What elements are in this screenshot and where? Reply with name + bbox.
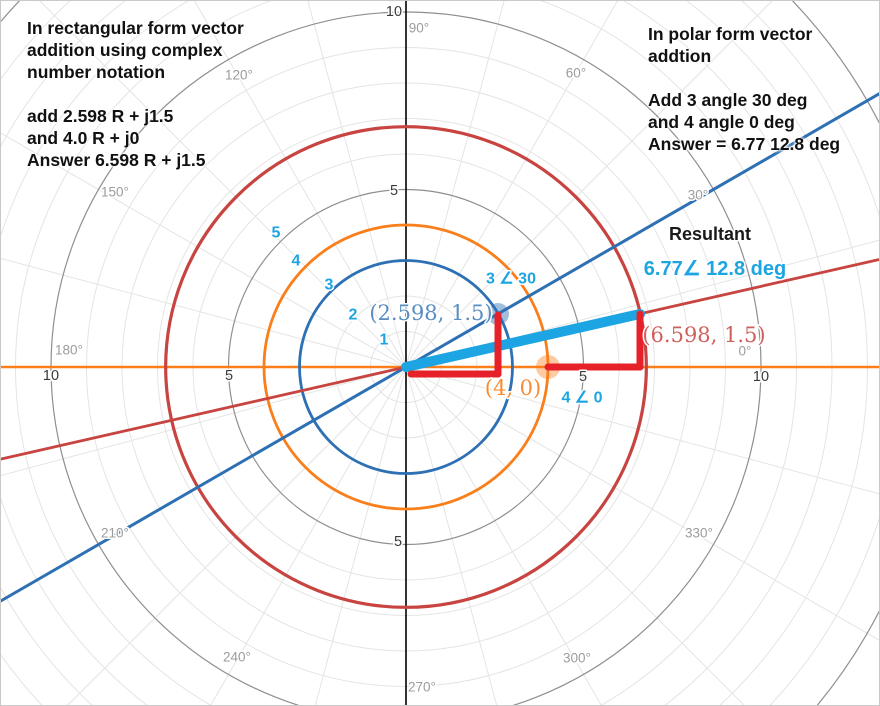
coord-label-6598-15: (6.598, 1.5) — [642, 323, 765, 347]
circle-r3 — [298, 259, 514, 475]
polar-form-note: In polar form vector addtion Add 3 angle… — [648, 24, 841, 154]
grid-radial-105 — [307, 1, 407, 368]
grid-radial-120 — [194, 1, 407, 368]
grid-radial-60 — [405, 1, 618, 368]
grid-radial-285 — [405, 366, 498, 705]
angle-label-150: 150° — [101, 185, 129, 200]
grid-radial-165 — [1, 257, 407, 368]
angle-label-90: 90° — [409, 21, 429, 36]
vector4-label: 4 ∠ 0 — [561, 390, 602, 407]
angle-label-210: 210° — [101, 526, 129, 541]
angle-label-330: 330° — [685, 526, 713, 541]
tick-label-10: 10 — [43, 368, 59, 384]
angle-label-60: 60° — [566, 66, 586, 81]
tick-label-10: 10 — [386, 4, 402, 20]
circle-number-1: 1 — [380, 332, 389, 349]
tick-label-5: 5 — [579, 369, 587, 385]
grid-radial-210 — [1, 366, 407, 602]
rectangular-form-note: In rectangular form vector addition usin… — [27, 18, 244, 170]
grid-radial-75 — [405, 1, 505, 368]
angle-label-30: 30° — [688, 188, 708, 203]
circle-r6p77 — [164, 125, 648, 609]
grid-radial-300 — [405, 366, 602, 705]
grid-radial-150 — [1, 132, 407, 368]
angle-label-180: 180° — [55, 343, 83, 358]
circle-number-5: 5 — [272, 225, 281, 242]
tick-label-5: 5 — [390, 183, 398, 199]
coord-label-2598-15: (2.598, 1.5) — [369, 301, 492, 325]
vector3-label: 3 ∠ 30 — [486, 271, 536, 288]
resultant-vector — [401, 309, 645, 372]
circle-number-4: 4 — [292, 253, 301, 270]
tick-label-5: 5 — [225, 368, 233, 384]
coord-label-4-0: (4, 0) — [485, 376, 541, 400]
circle-number-2: 2 — [349, 307, 358, 324]
angle-label-270: 270° — [408, 680, 436, 695]
grid-radial-240 — [210, 366, 407, 705]
resultant-title-label: Resultant — [669, 224, 751, 244]
tick-label-10: 10 — [753, 369, 769, 385]
grid-radial-345 — [405, 366, 879, 495]
angle-label-0: 0° — [739, 344, 752, 359]
grid-radial-330 — [405, 366, 879, 641]
angle-label-240: 240° — [223, 650, 251, 665]
circle-number-3: 3 — [325, 277, 334, 294]
angle-label-300: 300° — [563, 651, 591, 666]
grid-radial-225 — [67, 366, 407, 705]
grid-radial-255 — [314, 366, 407, 705]
grid-radial-315 — [405, 366, 745, 705]
tick-label-5: 5 — [394, 534, 402, 550]
resultant-magnitude-label: 6.77∠ 12.8 deg — [644, 258, 786, 280]
angle-label-120: 120° — [225, 68, 253, 83]
grid-radial-195 — [1, 366, 407, 477]
grid-radial-45 — [405, 1, 773, 368]
grid-radial-135 — [39, 1, 407, 368]
